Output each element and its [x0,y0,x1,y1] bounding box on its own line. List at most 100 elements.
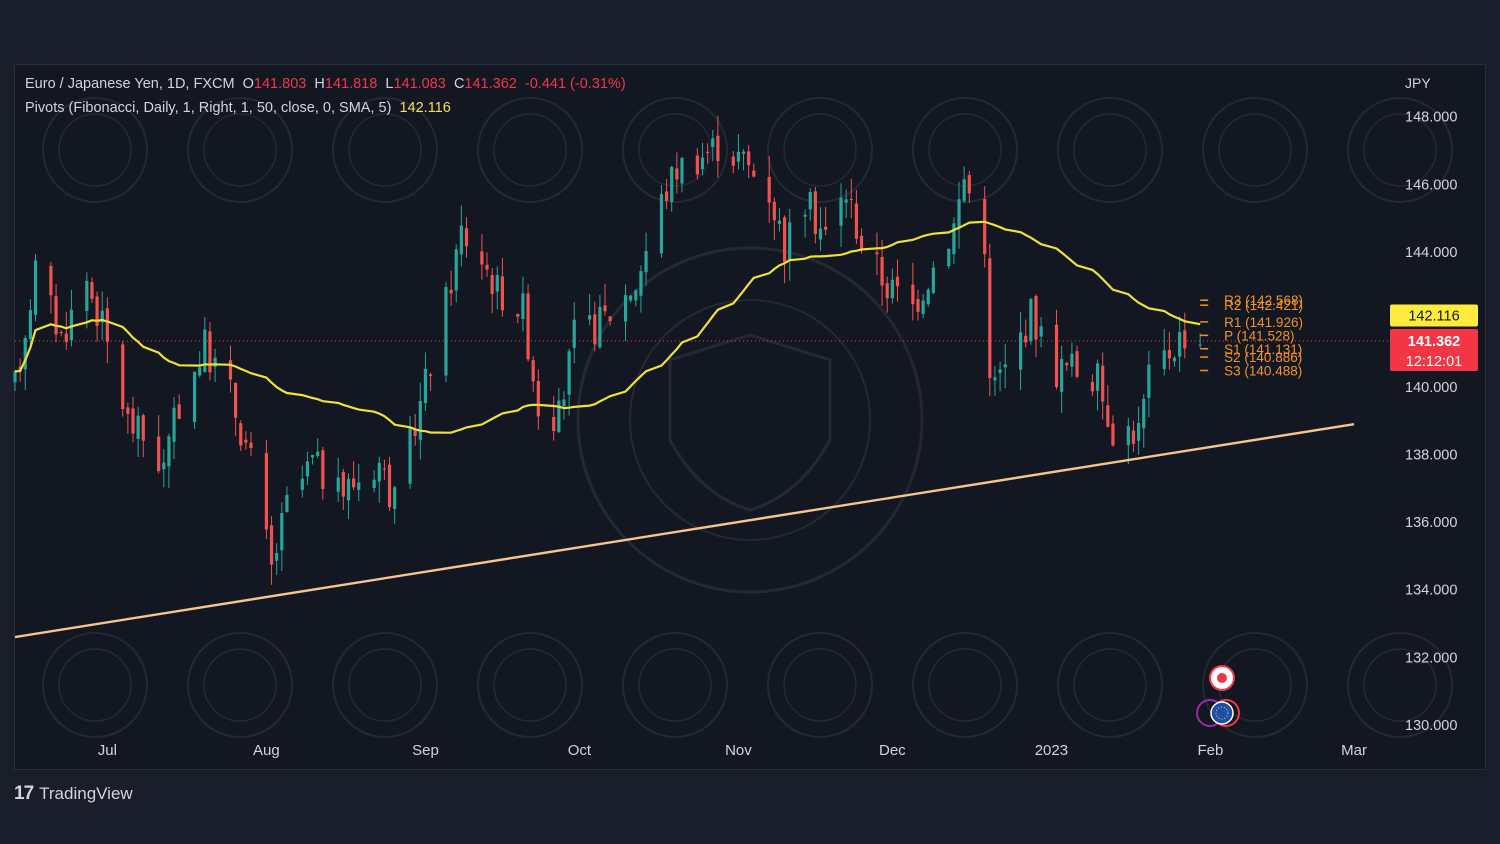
candle[interactable] [464,228,469,247]
candle[interactable] [516,313,520,317]
candle[interactable] [228,360,233,380]
candle[interactable] [485,264,489,270]
candle[interactable] [393,487,397,510]
candle[interactable] [603,305,607,312]
candle[interactable] [213,357,217,367]
candle[interactable] [428,374,433,376]
candle[interactable] [1095,363,1100,391]
candle[interactable] [316,451,320,456]
candle[interactable] [813,191,817,235]
candle[interactable] [336,477,340,492]
candle[interactable] [634,290,638,301]
candle[interactable] [675,168,679,180]
candle[interactable] [567,351,571,395]
candle[interactable] [357,482,361,490]
candle[interactable] [423,368,428,403]
candle[interactable] [495,275,499,292]
candle[interactable] [244,439,248,443]
candle[interactable] [1090,381,1095,392]
candle[interactable] [531,360,535,382]
candle[interactable] [1172,357,1177,362]
candle[interactable] [782,217,787,263]
candle[interactable] [895,276,900,287]
candle[interactable] [413,429,417,436]
candle[interactable] [962,179,966,201]
candle[interactable] [100,310,104,323]
candle[interactable] [952,223,956,255]
candle[interactable] [521,293,525,320]
candle[interactable] [803,214,807,217]
indicator-title[interactable]: Pivots (Fibonacci, Daily, 1, Right, 1, 5… [25,100,392,116]
candle[interactable] [300,478,304,490]
candle[interactable] [623,295,628,322]
candle[interactable] [1034,295,1038,340]
candle[interactable] [664,191,669,201]
candle[interactable] [1039,326,1043,337]
candle[interactable] [921,300,925,314]
candle[interactable] [449,289,453,294]
candle[interactable] [957,199,961,229]
candle[interactable] [310,454,315,458]
candle[interactable] [490,275,494,295]
candle[interactable] [280,513,284,551]
candle[interactable] [459,225,463,255]
candle[interactable] [1167,349,1171,359]
chart-panel[interactable] [14,64,1486,770]
candle[interactable] [203,329,207,372]
candle[interactable] [1183,330,1187,349]
candle[interactable] [680,158,684,184]
candle[interactable] [1178,332,1182,357]
candle[interactable] [818,228,823,240]
candle[interactable] [249,442,253,449]
candle[interactable] [880,256,884,286]
candle[interactable] [916,299,920,312]
candle[interactable] [808,192,812,210]
candle[interactable] [588,315,592,320]
candle[interactable] [1060,359,1064,392]
candle[interactable] [731,156,735,166]
candle[interactable] [629,295,633,301]
candle[interactable] [706,151,710,153]
candle[interactable] [136,415,140,439]
candle[interactable] [500,276,505,311]
candle[interactable] [644,251,648,273]
candle[interactable] [988,258,992,379]
candle[interactable] [141,415,145,441]
candle[interactable] [824,226,828,230]
candle[interactable] [444,287,448,376]
candle[interactable] [28,310,32,340]
candle[interactable] [126,407,130,414]
candle[interactable] [752,170,756,177]
candle[interactable] [121,344,125,410]
candle[interactable] [162,462,166,470]
candle[interactable] [967,175,971,194]
candle[interactable] [1075,351,1079,377]
candle[interactable] [526,293,530,360]
candle[interactable] [69,309,74,341]
candle[interactable] [418,400,422,440]
candle[interactable] [998,369,1002,374]
candle[interactable] [1162,350,1166,370]
candle[interactable] [1070,353,1074,367]
candle[interactable] [285,494,289,513]
candle[interactable] [670,166,674,202]
candle[interactable] [983,199,987,255]
candle[interactable] [1131,430,1136,444]
tradingview-branding[interactable]: 17 TradingView [14,783,133,805]
candle[interactable] [264,453,268,530]
candle[interactable] [839,197,843,226]
candle[interactable] [1065,363,1069,366]
candle[interactable] [454,249,458,291]
candle[interactable] [844,199,848,203]
candle[interactable] [875,252,879,255]
candle[interactable] [736,151,741,162]
candle[interactable] [387,464,392,508]
candle[interactable] [49,266,53,296]
candle[interactable] [659,194,664,254]
candle[interactable] [695,155,699,175]
candle[interactable] [552,417,556,431]
candle[interactable] [85,280,89,312]
candle[interactable] [346,479,351,501]
candle[interactable] [198,367,202,376]
